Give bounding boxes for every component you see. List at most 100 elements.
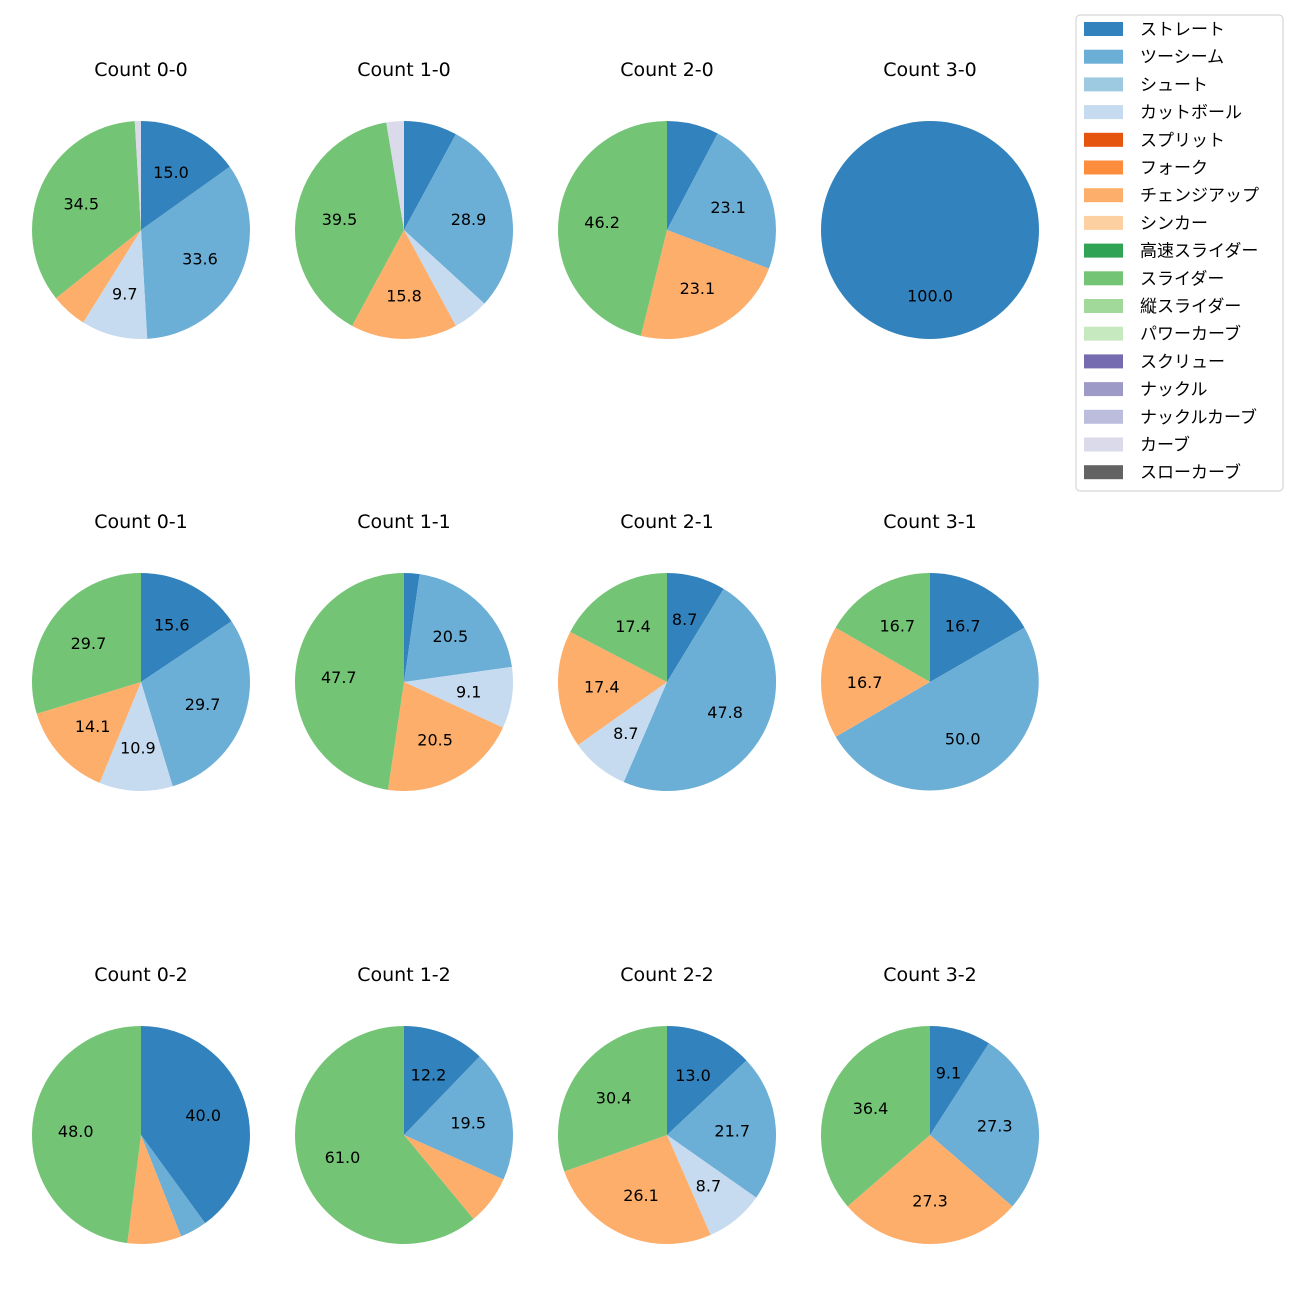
pie-slice: [141, 166, 251, 339]
pie-slice: [667, 121, 718, 230]
legend-entry: カットボール: [1084, 103, 1242, 123]
pie-title: Count 0-0: [94, 59, 188, 81]
slice-label: 16.7: [879, 616, 915, 635]
legend-swatch: [1084, 132, 1123, 147]
slice-label: 50.0: [945, 730, 981, 749]
pie-slice: [55, 230, 141, 323]
slice-label: 17.4: [584, 678, 620, 697]
pie-slice: [564, 1135, 711, 1244]
pie-chart: Count 2-2 13.0 21.7 8.7 26.1 30.4: [557, 964, 777, 1244]
slice-label: 30.4: [596, 1088, 632, 1107]
pie-slice: [835, 627, 1039, 791]
pie-slice: [821, 121, 1039, 339]
pie-chart: Count 3-0 100.0: [821, 59, 1039, 339]
legend-swatch: [1084, 271, 1123, 286]
legend-label: チェンジアップ: [1140, 186, 1259, 206]
pie-slice: [557, 631, 667, 745]
slice-label: 23.1: [710, 198, 746, 217]
pie-chart: Count 2-0 23.1 23.1 46.2: [558, 59, 776, 339]
pie-title: Count 0-2: [94, 964, 188, 986]
slice-label: 28.9: [451, 210, 487, 229]
legend-label: スプリット: [1140, 131, 1225, 151]
pie-title: Count 1-0: [357, 59, 451, 81]
legend-entry: ツーシーム: [1084, 48, 1224, 68]
pie-slice: [667, 573, 724, 682]
legend-entry: 高速スライダー: [1084, 242, 1258, 262]
slice-label: 9.1: [456, 683, 481, 702]
slice-label: 61.0: [325, 1148, 361, 1167]
legend-label: 高速スライダー: [1140, 242, 1258, 262]
slice-label: 13.0: [675, 1066, 711, 1085]
slice-label: 46.2: [584, 213, 620, 232]
slice-label: 17.4: [615, 617, 651, 636]
pie-slice: [127, 1135, 182, 1245]
legend-swatch: [1084, 299, 1123, 313]
pie-slice: [667, 133, 776, 269]
legend-entry: ナックルカーブ: [1084, 407, 1257, 428]
pie-slice: [294, 122, 404, 326]
legend-entry: スプリット: [1084, 131, 1225, 151]
pie-chart: Count 3-2 9.1 27.3 27.3 36.4: [820, 964, 1040, 1245]
pie-charts: Count 0-0 15.0 33.6 9.7 34.5 Count 1-0 28.9 15.…: [32, 59, 1040, 1245]
slice-label: 47.8: [707, 703, 743, 722]
legend-entry: スクリュー: [1084, 352, 1225, 372]
pie-title: Count 3-2: [883, 964, 977, 986]
legend-label: スローカーブ: [1140, 462, 1241, 483]
legend-entry: カーブ: [1084, 435, 1190, 456]
slice-label: 33.6: [182, 249, 218, 268]
slice-label: 9.1: [936, 1063, 961, 1082]
pie-chart: Count 0-1 15.6 29.7 10.9 14.1 29.7: [32, 511, 250, 791]
legend-entry: スライダー: [1084, 269, 1224, 289]
legend-label: 縦スライダー: [1140, 297, 1241, 317]
pie-slice: [640, 230, 769, 339]
legend-swatch: [1084, 243, 1123, 258]
pie-slice: [387, 682, 504, 792]
slice-label: 47.7: [321, 668, 357, 687]
pie-slice: [32, 573, 142, 714]
pie-title: Count 0-1: [94, 511, 188, 533]
slice-label: 10.9: [120, 738, 156, 757]
pie-slice: [404, 574, 512, 682]
pie-slice: [32, 121, 141, 299]
legend-label: ナックル: [1140, 380, 1208, 400]
pie-chart: Count 0-2 40.0 48.0: [32, 964, 250, 1245]
slice-label: 48.0: [58, 1122, 94, 1141]
pie-title: Count 3-1: [883, 511, 977, 533]
pie-slice: [36, 682, 141, 783]
slice-label: 26.1: [623, 1186, 659, 1205]
pie-title: Count 1-2: [357, 964, 451, 986]
legend-entry: フォーク: [1084, 159, 1208, 179]
legend-swatch: [1084, 409, 1123, 424]
pie-slice: [557, 1026, 667, 1172]
slice-label: 23.1: [680, 279, 716, 298]
pie-title: Count 1-1: [357, 511, 451, 533]
slice-label: 12.2: [411, 1065, 447, 1084]
slice-label: 29.7: [185, 695, 221, 714]
slice-label: 15.6: [154, 615, 190, 634]
pie-slice: [141, 1026, 250, 1224]
legend-swatch: [1084, 22, 1123, 36]
legend-entry: チェンジアップ: [1084, 186, 1259, 206]
legend-label: ツーシーム: [1140, 48, 1224, 68]
slice-label: 21.7: [714, 1121, 750, 1140]
legend-swatch: [1084, 465, 1123, 480]
legend-swatch: [1084, 437, 1123, 452]
slice-label: 27.3: [912, 1191, 948, 1210]
slice-label: 36.4: [853, 1099, 889, 1118]
slice-label: 27.3: [977, 1117, 1013, 1136]
pie-slice: [570, 573, 667, 682]
legend-entry: シュート: [1084, 75, 1208, 95]
legend-swatch: [1084, 382, 1123, 397]
pie-slice: [352, 230, 456, 340]
legend-items: ストレートツーシームシュートカットボールスプリットフォークチェンジアップシンカー…: [1084, 20, 1259, 483]
slice-label: 8.7: [613, 724, 638, 743]
pie-slice: [386, 120, 404, 230]
pie-slice: [835, 573, 930, 682]
legend-entry: スローカーブ: [1084, 462, 1241, 483]
pie-chart: Count 0-0 15.0 33.6 9.7 34.5: [32, 59, 251, 339]
legend-swatch: [1084, 105, 1123, 120]
pie-slice: [667, 1060, 777, 1198]
slice-label: 14.1: [75, 717, 111, 736]
